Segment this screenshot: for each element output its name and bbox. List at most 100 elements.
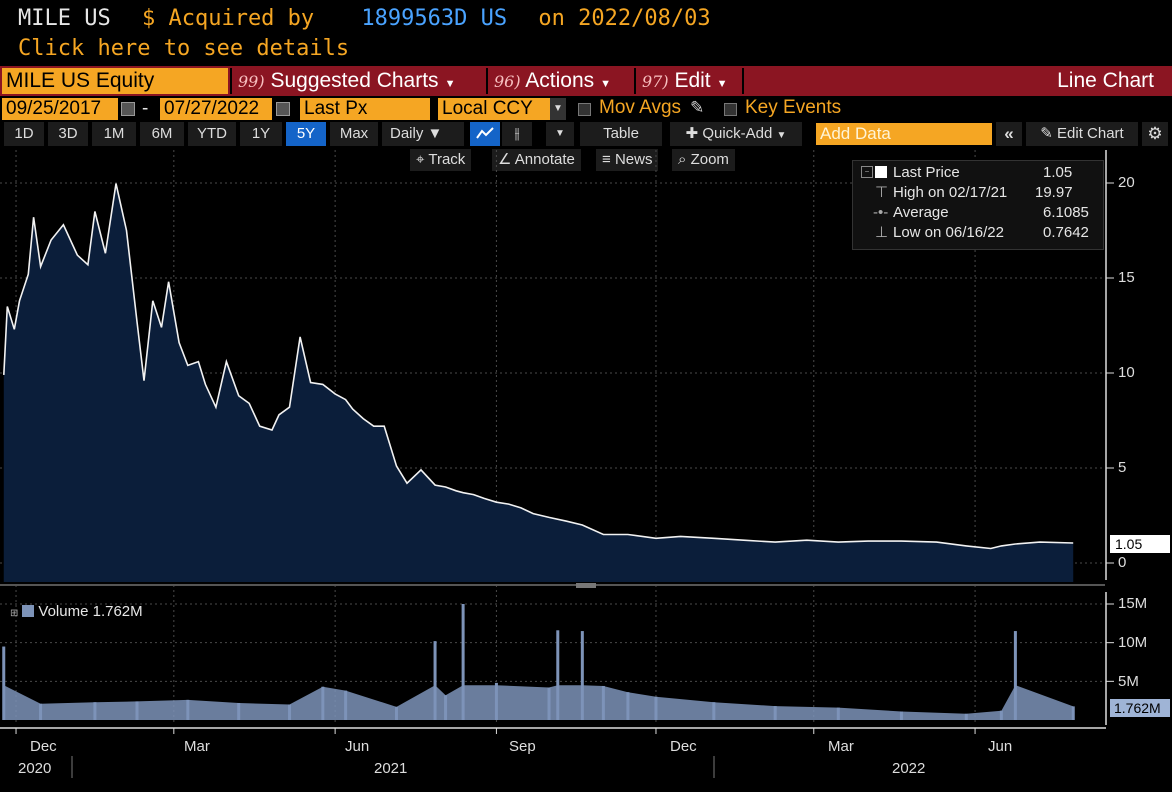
volume-bar <box>2 646 6 720</box>
menu-label: Edit <box>674 69 711 92</box>
caret-down-icon: ▼ <box>444 78 456 90</box>
high-marker-icon: ⊤ <box>875 184 889 201</box>
pencil-icon[interactable]: ✎ <box>690 98 705 117</box>
news-tool[interactable]: ≡ News <box>596 149 659 171</box>
x-year-label: 2021 <box>374 760 408 777</box>
calendar-icon[interactable] <box>121 102 135 116</box>
collapse-icon[interactable]: « <box>996 122 1022 146</box>
add-data-input[interactable]: Add Data <box>816 123 992 145</box>
caret-down-icon: ▼ <box>716 78 728 90</box>
tool-label: News <box>614 151 653 168</box>
volume-value: 1.762M <box>92 603 143 620</box>
x-year-label: 2022 <box>892 760 926 777</box>
volume-tick-label: 5M <box>1118 673 1139 690</box>
last-price-swatch <box>875 166 887 178</box>
x-tick-label: Jun <box>345 738 370 755</box>
suggested-charts-menu[interactable]: 99) Suggested Charts ▼ <box>238 66 455 96</box>
line-chart-icon[interactable] <box>470 122 500 146</box>
magnifier-icon: ⌕ <box>678 151 687 168</box>
mov-avgs-checkbox[interactable] <box>578 103 591 116</box>
zoom-tool[interactable]: ⌕ Zoom <box>672 149 735 171</box>
menu-number: 97) <box>642 72 669 91</box>
volume-series <box>2 604 1075 720</box>
collapse-box-icon[interactable]: − <box>861 166 873 178</box>
key-events-checkbox[interactable] <box>724 103 737 116</box>
edit-menu[interactable]: 97) Edit ▼ <box>642 66 728 96</box>
tool-label: Track <box>428 151 466 168</box>
actions-menu[interactable]: 96) Actions ▼ <box>494 66 611 96</box>
caret-down-icon: ▼ <box>427 125 443 142</box>
period-5y[interactable]: 5Y <box>286 122 326 146</box>
calendar-icon[interactable] <box>276 102 290 116</box>
dollar-sign: $ <box>141 6 156 31</box>
edit-chart-button[interactable]: ✎ Edit Chart <box>1026 122 1138 146</box>
quick-add-label: Quick-Add <box>702 125 773 142</box>
field-selector[interactable]: Last Px <box>300 98 430 120</box>
period-3d[interactable]: 3D <box>48 122 88 146</box>
legend-last-price-label: Last Price <box>893 164 960 181</box>
x-tick-label: Mar <box>828 738 854 755</box>
expand-box-icon[interactable]: ⊞ <box>10 608 19 619</box>
x-tick-label: Jun <box>988 738 1013 755</box>
currency-selector[interactable]: Local CCY <box>438 98 550 120</box>
period-1y[interactable]: 1Y <box>240 122 282 146</box>
acquired-by-label: Acquired by <box>168 6 315 31</box>
chart-type-label: Line Chart <box>1057 69 1154 92</box>
frequency-label: Daily <box>390 125 424 142</box>
legend-high-label: High on 02/17/21 <box>893 184 1008 201</box>
volume-label: Volume <box>38 603 89 620</box>
volume-tag: 1.762M <box>1110 699 1170 717</box>
low-marker-icon: ⊥ <box>875 224 889 241</box>
panel-resize-handle <box>576 583 596 588</box>
key-events-label: Key Events <box>745 97 842 118</box>
tool-label: Annotate <box>514 151 575 168</box>
acquirer-link[interactable]: 1899563D US <box>361 6 508 31</box>
volume-legend: ⊞ Volume 1.762M <box>10 603 143 620</box>
period-6m[interactable]: 6M <box>140 122 184 146</box>
caret-down-icon[interactable]: ▼ <box>546 122 574 146</box>
menu-label: Suggested Charts <box>270 69 439 92</box>
period-max[interactable]: Max <box>330 122 378 146</box>
mov-avgs-label: Mov Avgs <box>599 97 682 118</box>
volume-bar <box>461 604 465 720</box>
quick-add-button[interactable]: ✚ Quick-Add ▼ <box>670 122 802 146</box>
start-date-field[interactable]: 09/25/2017 <box>2 98 118 120</box>
header-line: MILE US $ Acquired by 1899563D US on 202… <box>18 6 711 31</box>
y-tick-label: 10 <box>1118 364 1135 381</box>
period-1d[interactable]: 1D <box>4 122 44 146</box>
separator <box>742 68 744 94</box>
plus-icon: ✚ <box>685 125 699 142</box>
legend-high-value: 19.97 <box>1035 184 1073 201</box>
x-tick-label: Dec <box>670 738 697 755</box>
volume-bar <box>1013 631 1017 720</box>
end-date-field[interactable]: 07/27/2022 <box>160 98 272 120</box>
price-legend: − Last Price 1.05 ⊤ High on 02/17/21 19.… <box>852 160 1104 250</box>
details-link[interactable]: Click here to see details <box>18 36 350 61</box>
frequency-dropdown[interactable]: Daily ▼ <box>382 122 464 146</box>
period-ytd[interactable]: YTD <box>188 122 236 146</box>
bar-chart-icon[interactable]: ⫲ <box>502 122 532 146</box>
volume-bar <box>556 630 560 720</box>
period-1m[interactable]: 1M <box>92 122 136 146</box>
edit-chart-label: Edit Chart <box>1057 125 1124 142</box>
volume-bar <box>433 641 437 720</box>
volume-bar <box>1071 706 1075 720</box>
security-field[interactable]: MILE US Equity <box>2 68 228 94</box>
menu-label: Actions <box>525 69 595 92</box>
menu-number: 99) <box>238 72 265 91</box>
caret-down-icon[interactable]: ▼ <box>550 98 566 120</box>
gear-icon[interactable]: ⚙ <box>1142 122 1168 146</box>
volume-tick-label: 10M <box>1118 634 1148 651</box>
chart-axes <box>0 150 1114 778</box>
price-line <box>3 183 1074 550</box>
track-tool[interactable]: ⌖ Track <box>410 149 472 171</box>
volume-area <box>3 685 1074 720</box>
y-tick-label: 20 <box>1118 174 1135 191</box>
price-area <box>3 183 1074 582</box>
date-dash: - <box>142 98 149 119</box>
annotate-tool[interactable]: ∠ Annotate <box>492 149 581 171</box>
news-icon: ≡ <box>602 151 611 168</box>
table-button[interactable]: Table <box>580 122 662 146</box>
volume-tick-label: 15M <box>1118 595 1148 612</box>
